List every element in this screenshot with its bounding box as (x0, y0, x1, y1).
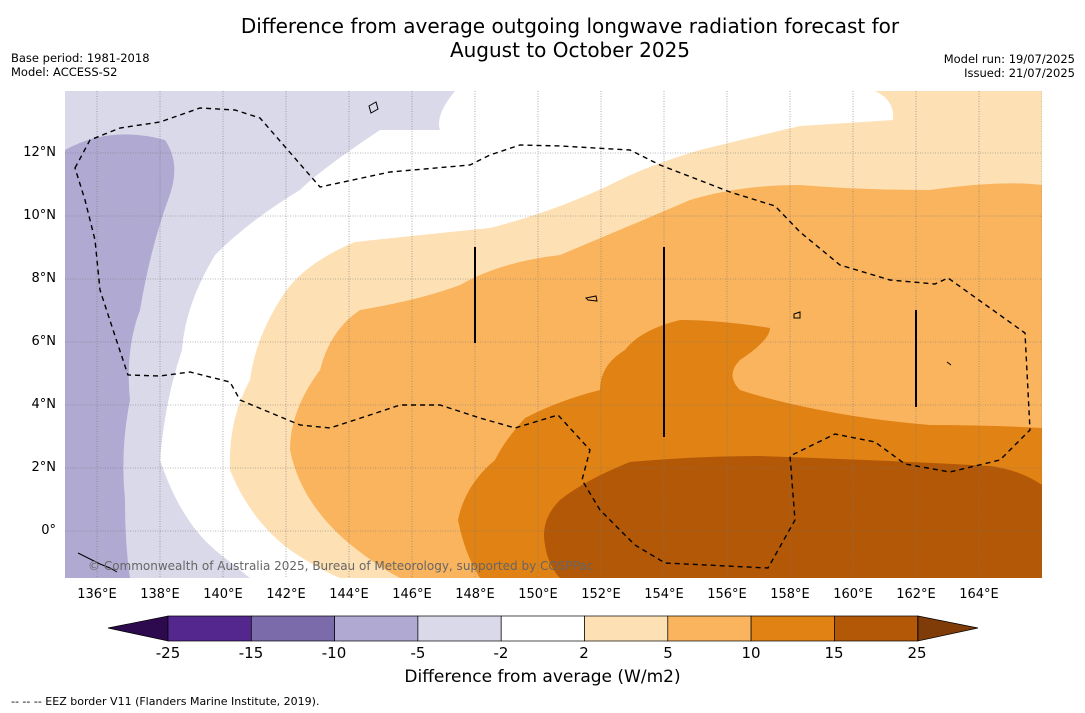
colorbar-tick: -15 (238, 644, 264, 662)
colorbar-tick: -25 (155, 644, 181, 662)
lon-label: 156°E (707, 587, 747, 602)
colorbar-segment (667, 615, 752, 642)
anomaly-band-15-25 (544, 456, 1042, 578)
island-marks (77, 101, 952, 573)
map-area: © Commonwealth of Australia 2025, Bureau… (65, 91, 1042, 578)
colorbar-segment (417, 615, 502, 642)
colorbar-tick: -2 (493, 644, 509, 662)
colorbar-segment (250, 615, 335, 642)
lon-label: 162°E (896, 587, 936, 602)
lon-label: 158°E (770, 587, 810, 602)
colorbar-tick: -10 (321, 644, 347, 662)
model-run: Model run: 19/07/2025 (943, 52, 1075, 66)
issued-date: Issued: 21/07/2025 (964, 66, 1075, 80)
colorbar-tick: 5 (663, 644, 673, 662)
lat-label: 12°N (23, 145, 56, 160)
lon-label: 144°E (329, 587, 369, 602)
lat-label: 10°N (23, 208, 56, 223)
lon-label: 154°E (644, 587, 684, 602)
lon-label: 138°E (140, 587, 180, 602)
colorbar-tick: 15 (824, 644, 844, 662)
colorbar-tick: -5 (410, 644, 426, 662)
eez-footnote: -- -- -- EEZ border V11 (Flanders Marine… (11, 695, 320, 708)
model-name: Model: ACCESS-S2 (11, 65, 118, 79)
colorbar-segment (584, 615, 669, 642)
lat-label: 6°N (31, 334, 57, 349)
title-line-2: August to October 2025 (449, 38, 691, 62)
title-line-1: Difference from average outgoing longwav… (240, 14, 900, 38)
colorbar-above-max (917, 615, 979, 642)
colorbar-segment (834, 615, 919, 642)
colorbar-tick: 2 (579, 644, 589, 662)
colorbar-segment (334, 615, 419, 642)
colorbar-segment (167, 615, 252, 642)
eez-border (74, 107, 1031, 569)
colorbar-segment (500, 615, 585, 642)
lon-label: 140°E (203, 587, 243, 602)
map-title: Difference from average outgoing longwav… (170, 14, 970, 62)
colorbar (107, 615, 979, 642)
copyright-text: © Commonwealth of Australia 2025, Bureau… (88, 559, 593, 573)
lat-label: 4°N (31, 397, 57, 412)
lon-label: 136°E (77, 587, 117, 602)
colorbar-tick: 10 (741, 644, 761, 662)
lat-label: 8°N (31, 271, 57, 286)
lon-label: 150°E (518, 587, 558, 602)
lat-label: 0° (41, 523, 56, 538)
lon-label: 152°E (581, 587, 621, 602)
colorbar-title: Difference from average (W/m2) (404, 667, 681, 687)
colorbar-segment (750, 615, 835, 642)
anomaly-band-minus15-minus10 (65, 134, 175, 578)
colorbar-tick: 25 (907, 644, 927, 662)
station-bars (474, 247, 917, 437)
lon-label: 148°E (455, 587, 495, 602)
base-period: Base period: 1981-2018 (11, 51, 150, 65)
colorbar-below-min (107, 615, 169, 642)
lon-label: 142°E (266, 587, 306, 602)
lon-label: 160°E (833, 587, 873, 602)
lon-label: 146°E (392, 587, 432, 602)
meta-left: Base period: 1981-2018 Model: ACCESS-S2 (11, 51, 150, 79)
meta-right: Model run: 19/07/2025 Issued: 21/07/2025 (944, 52, 1075, 80)
lon-label: 164°E (959, 587, 999, 602)
lat-label: 2°N (31, 460, 57, 475)
